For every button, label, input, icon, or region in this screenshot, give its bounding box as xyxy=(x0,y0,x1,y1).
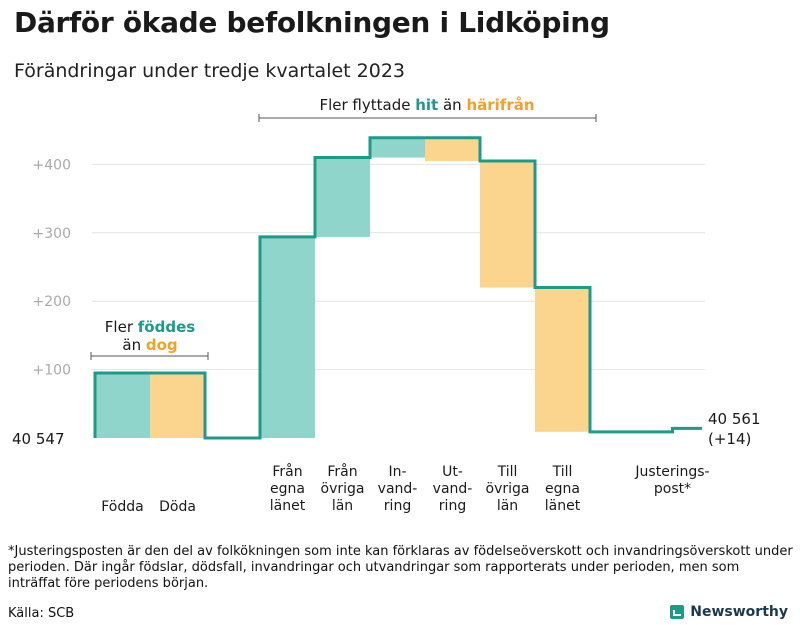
category-label: Döda xyxy=(159,499,196,515)
category-label: Från xyxy=(327,463,357,480)
annotation-highlight: hit xyxy=(415,96,438,114)
category-label: Till xyxy=(497,464,518,480)
category-label: Justerings- xyxy=(634,464,709,480)
category-label: egna xyxy=(545,481,580,497)
start-value-label: 40 547 xyxy=(12,430,65,448)
end-value-label: 40 561 xyxy=(708,410,761,428)
waterfall-bar xyxy=(535,287,590,432)
waterfall-bar xyxy=(150,373,205,438)
annotation-text: Fler flyttade xyxy=(319,96,415,114)
annotation-highlight: dog xyxy=(146,336,178,354)
migration-annotation: Fler flyttade hit än härifrån xyxy=(319,96,534,114)
category-label: ring xyxy=(384,498,411,514)
category-label: län xyxy=(332,498,353,514)
end-change-label: (+14) xyxy=(708,430,751,448)
waterfall-bar xyxy=(95,373,150,438)
births-annotation-line2: än dog xyxy=(122,336,177,354)
waterfall-bar xyxy=(425,137,480,161)
annotation-text: Fler xyxy=(105,318,138,336)
y-tick-label: +400 xyxy=(33,157,71,173)
source-label: Källa: SCB xyxy=(8,606,75,621)
births-annotation-line1: Fler föddes xyxy=(105,318,195,336)
footnote: *Justeringsposten är den del av folkökni… xyxy=(8,544,793,591)
category-label: egna xyxy=(270,481,305,497)
chart-title: Därför ökade befolkningen i Lidköping xyxy=(14,6,610,39)
category-label: ring xyxy=(439,498,466,514)
category-label: In- xyxy=(388,464,406,480)
waterfall-bar xyxy=(370,137,425,158)
waterfall-bar xyxy=(480,160,535,288)
y-tick-label: +300 xyxy=(33,226,71,242)
running-total-line xyxy=(93,136,702,440)
category-label: länet xyxy=(545,498,581,514)
category-label: län xyxy=(497,498,518,514)
category-label: övriga xyxy=(321,481,365,497)
y-tick-label: +100 xyxy=(33,363,71,379)
category-label: post* xyxy=(654,481,691,497)
category-label: vand- xyxy=(378,481,418,497)
category-label: Ut- xyxy=(442,464,463,480)
category-label: länet xyxy=(270,498,306,514)
chart-logo-icon xyxy=(670,605,685,619)
annotation-highlight: föddes xyxy=(138,318,195,336)
category-label: Från xyxy=(272,463,302,480)
category-label: övriga xyxy=(486,481,530,497)
waterfall-bar xyxy=(260,236,315,438)
annotation-text: än xyxy=(438,96,466,114)
waterfall-bar xyxy=(315,157,370,237)
category-label: Födda xyxy=(101,499,143,515)
brand-logo: Newsworthy xyxy=(670,604,788,620)
category-label: Till xyxy=(552,464,573,480)
annotation-highlight: härifrån xyxy=(466,96,534,114)
y-tick-label: +200 xyxy=(33,294,71,310)
annotation-text: än xyxy=(122,336,145,354)
brand-name: Newsworthy xyxy=(690,604,788,620)
category-label: vand- xyxy=(433,481,473,497)
chart-subtitle: Förändringar under tredje kvartalet 2023 xyxy=(14,60,406,82)
